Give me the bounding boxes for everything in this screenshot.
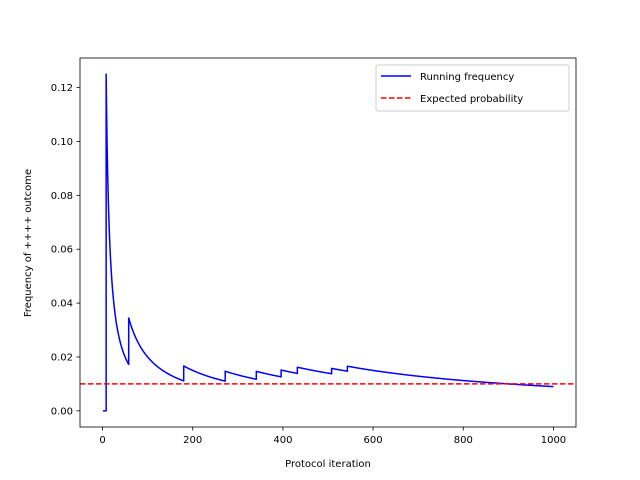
legend: Running frequency Expected probability	[375, 64, 570, 112]
y-tick-label: 0.08	[51, 191, 73, 202]
x-tick-label: 200	[183, 435, 202, 446]
running-frequency-line	[102, 73, 554, 412]
plot-area	[79, 57, 577, 428]
legend-label-running-frequency: Running frequency	[420, 72, 514, 83]
y-tick-label: 0.02	[51, 352, 73, 363]
x-tick-label: 800	[454, 435, 473, 446]
y-tick-label: 0.12	[51, 83, 73, 94]
x-tick-label: 400	[273, 435, 292, 446]
x-tick-label: 0	[99, 435, 105, 446]
y-tick-label: 0.00	[51, 406, 73, 417]
y-axis-label: Frequency of ++++ outcome	[23, 169, 34, 317]
x-tick-label: 1000	[541, 435, 566, 446]
y-tick-label: 0.10	[51, 137, 73, 148]
x-tick-label: 600	[364, 435, 383, 446]
legend-label-expected-probability: Expected probability	[420, 94, 523, 105]
x-axis-ticks: 0 200 400 600 800 1000	[99, 427, 566, 446]
y-tick-label: 0.04	[51, 299, 73, 310]
legend-frame	[375, 64, 570, 112]
axes-frame	[79, 57, 577, 428]
y-tick-label: 0.06	[51, 245, 73, 256]
y-axis-ticks: 0.00 0.02 0.04 0.06 0.08 0.10 0.12	[51, 83, 80, 417]
x-axis-label: Protocol iteration	[285, 459, 371, 470]
